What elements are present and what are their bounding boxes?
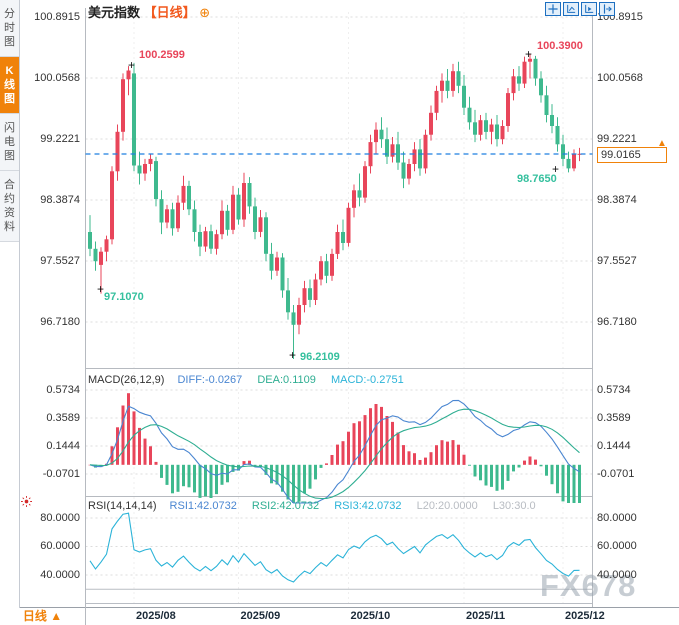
y-axis-label: 100.8915 bbox=[34, 11, 80, 23]
sidebar-item-label: 合约资料 bbox=[4, 179, 15, 233]
sidebar-item-lightning-chart[interactable]: 闪电图 bbox=[0, 114, 19, 171]
x-axis-label: 2025/10 bbox=[350, 610, 391, 622]
sidebar-item-candle-chart[interactable]: K线图 bbox=[0, 57, 19, 114]
annotation-high: 100.2599 bbox=[139, 49, 185, 61]
annotation-low: 98.7650 bbox=[517, 173, 557, 185]
annotation-marker-icon: + bbox=[97, 282, 105, 296]
macd-dea-value: DEA:0.1109 bbox=[257, 374, 316, 386]
x-axis-label: 2025/09 bbox=[240, 610, 281, 622]
y-axis-label: 98.3874 bbox=[40, 194, 80, 206]
pan-right-icon[interactable] bbox=[599, 2, 615, 16]
sidebar-item-label: 闪电图 bbox=[4, 122, 15, 162]
annotation-low: 97.1070 bbox=[104, 291, 144, 303]
macd-name: MACD(26,12,9) bbox=[88, 374, 165, 386]
sidebar-item-timeline-chart[interactable]: 分时图 bbox=[0, 0, 19, 57]
macd-y-label: 0.1444 bbox=[597, 440, 631, 452]
period-tag: 【日线】 bbox=[143, 5, 196, 20]
play-domain-icon[interactable] bbox=[581, 2, 597, 16]
crosshair-icon[interactable] bbox=[545, 2, 561, 16]
period-selector[interactable]: 日线 ▲ bbox=[0, 608, 86, 625]
sidebar-item-label: 分时图 bbox=[4, 8, 15, 48]
x-axis-label: 2025/12 bbox=[565, 610, 605, 622]
y-axis-label: 100.0568 bbox=[34, 72, 80, 84]
y-axis-label: 99.2221 bbox=[40, 133, 80, 145]
macd-y-label: 0.3589 bbox=[597, 412, 631, 424]
watermark: FX678 bbox=[540, 568, 637, 603]
rsi-y-label: 40.0000 bbox=[40, 569, 80, 581]
rsi-name: RSI(14,14,14) bbox=[88, 500, 157, 512]
annotation-marker-icon: + bbox=[289, 348, 297, 362]
macd-y-label: -0.0701 bbox=[42, 468, 80, 480]
period-arrow-icon: ▲ bbox=[50, 609, 63, 623]
rsi1-value: RSI1:42.0732 bbox=[169, 500, 237, 512]
current-price-tag: 99.0165 bbox=[597, 147, 667, 163]
y-axis-label: 100.0568 bbox=[597, 72, 643, 84]
annotation-marker-icon: + bbox=[128, 58, 136, 72]
macd-y-label: -0.0701 bbox=[597, 468, 635, 480]
macd-hist-value: MACD:-0.2751 bbox=[330, 374, 404, 386]
sidebar-item-label: K线图 bbox=[4, 65, 15, 105]
y-axis-label: 99.2221 bbox=[597, 133, 637, 145]
macd-y-label: 0.5734 bbox=[597, 384, 631, 396]
annotation-marker-icon: + bbox=[552, 162, 560, 176]
x-axis-bar bbox=[0, 608, 679, 625]
annotation-marker-icon: + bbox=[525, 47, 533, 61]
rsi2-value: RSI2:42.0732 bbox=[251, 500, 320, 512]
rsi-l20-value: L20:20.0000 bbox=[416, 500, 478, 512]
y-axis-label: 96.7180 bbox=[40, 316, 80, 328]
add-indicator-icon[interactable]: ⊕ bbox=[199, 5, 211, 20]
macd-header: MACD(26,12,9) DIFF:-0.0267 DEA:0.1109 MA… bbox=[88, 374, 404, 386]
rsi-l30-value: L30:30.0 bbox=[492, 500, 536, 512]
annotation-high: 100.3900 bbox=[537, 40, 583, 52]
y-axis-label: 97.5527 bbox=[597, 255, 637, 267]
rsi3-value: RSI3:42.0732 bbox=[334, 500, 402, 512]
rsi-header: RSI(14,14,14) RSI1:42.0732 RSI2:42.0732 … bbox=[88, 500, 536, 512]
y-axis-label: 97.5527 bbox=[40, 255, 80, 267]
sidebar: 分时图 K线图 闪电图 合约资料 bbox=[0, 0, 20, 625]
annotation-low: 96.2109 bbox=[300, 351, 340, 363]
macd-y-label: 0.1444 bbox=[46, 440, 80, 452]
rsi-y-label: 60.0000 bbox=[597, 540, 637, 552]
macd-y-label: 0.5734 bbox=[46, 384, 80, 396]
macd-diff-value: DIFF:-0.0267 bbox=[177, 374, 243, 386]
period-label: 日线 bbox=[22, 609, 47, 623]
rsi-y-label: 60.0000 bbox=[40, 540, 80, 552]
instrument-title: 美元指数 bbox=[88, 5, 141, 20]
x-axis-label: 2025/08 bbox=[136, 610, 176, 622]
zoom-domain-icon[interactable] bbox=[563, 2, 579, 16]
sidebar-item-contract-info[interactable]: 合约资料 bbox=[0, 171, 19, 242]
rsi-y-label: 80.0000 bbox=[40, 512, 80, 524]
macd-y-label: 0.3589 bbox=[46, 412, 80, 424]
chart-title-row: 美元指数 【日线】 ⊕ bbox=[88, 2, 210, 21]
chart-toolbar bbox=[545, 2, 615, 16]
price-up-arrow-icon: ▲ bbox=[657, 138, 667, 149]
y-axis-label: 96.7180 bbox=[597, 316, 637, 328]
rsi-y-label: 40.0000 bbox=[597, 569, 637, 581]
x-axis-label: 2025/11 bbox=[466, 610, 506, 622]
alert-icon[interactable] bbox=[21, 496, 32, 510]
rsi-y-label: 80.0000 bbox=[597, 512, 637, 524]
y-axis-label: 98.3874 bbox=[597, 194, 637, 206]
